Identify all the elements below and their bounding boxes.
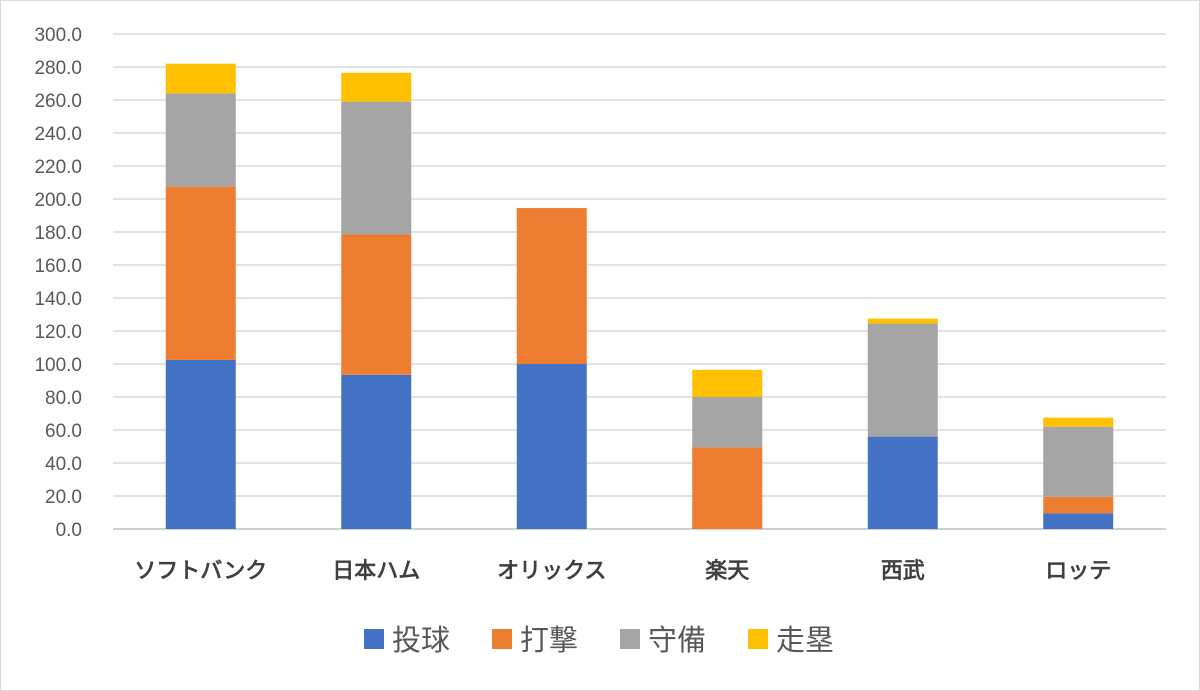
x-tick-label: オリックス (497, 559, 606, 584)
y-tick-label: 220.0 (34, 157, 82, 178)
legend-label: 走塁 (776, 623, 834, 657)
bar-segment (1043, 496, 1114, 514)
x-tick-label: 西武 (881, 559, 925, 584)
y-tick-label: 60.0 (45, 421, 82, 442)
legend-swatch (364, 629, 384, 649)
legend-swatch (748, 629, 768, 649)
y-tick-label: 80.0 (45, 388, 82, 409)
x-tick-label: ロッテ (1045, 559, 1111, 584)
bar-segment (867, 323, 938, 437)
x-tick-label: 楽天 (705, 558, 750, 584)
bar-segment (1043, 417, 1114, 427)
gridlines (113, 33, 1166, 530)
y-tick-label: 120.0 (34, 322, 82, 343)
bar-segment (165, 186, 236, 360)
legend-label: 投球 (392, 623, 450, 657)
bar-segment (165, 359, 236, 529)
y-tick-label: 160.0 (34, 256, 82, 277)
y-tick-label: 280.0 (34, 58, 82, 79)
legend-label: 打撃 (520, 623, 578, 657)
legend-label: 守備 (648, 623, 706, 657)
y-tick-label: 140.0 (34, 289, 82, 310)
bar-segment (341, 374, 412, 529)
y-tick-label: 20.0 (45, 487, 82, 508)
bar-segment (516, 364, 587, 529)
bar-segment (516, 208, 587, 364)
bar-segment (692, 369, 763, 397)
bar-segment (165, 63, 236, 94)
bar-segment (692, 447, 763, 529)
bar-segment (341, 234, 412, 375)
bar-segment (165, 93, 236, 187)
bar-segment (1043, 513, 1114, 529)
bar-segment (692, 397, 763, 448)
bar-segment (867, 318, 938, 324)
y-tick-label: 300.0 (34, 25, 82, 46)
x-axis-ticks: ソフトバンク 日本ハム オリックス 楽天 西武 ロッテ (134, 558, 1111, 584)
x-tick-label: ソフトバンク (134, 559, 267, 584)
y-tick-label: 40.0 (45, 454, 82, 475)
legend: 投球 打撃 守備 走塁 (364, 623, 834, 657)
y-axis-ticks: 0.0 20.0 40.0 60.0 80.0 100.0 120.0 140.0 160.0 1… (34, 25, 82, 541)
y-tick-label: 200.0 (34, 190, 82, 211)
y-tick-label: 260.0 (34, 91, 82, 112)
y-tick-label: 0.0 (56, 520, 82, 541)
y-tick-label: 100.0 (34, 355, 82, 376)
legend-swatch (492, 629, 512, 649)
legend-swatch (620, 629, 640, 649)
bar-segment (341, 72, 412, 102)
bar-segment (867, 436, 938, 529)
bars (165, 63, 1114, 529)
y-tick-label: 240.0 (34, 124, 82, 145)
x-tick-label: 日本ハム (332, 559, 420, 584)
y-tick-label: 180.0 (34, 223, 82, 244)
bar-segment (341, 101, 412, 235)
bar-segment (1043, 426, 1114, 497)
